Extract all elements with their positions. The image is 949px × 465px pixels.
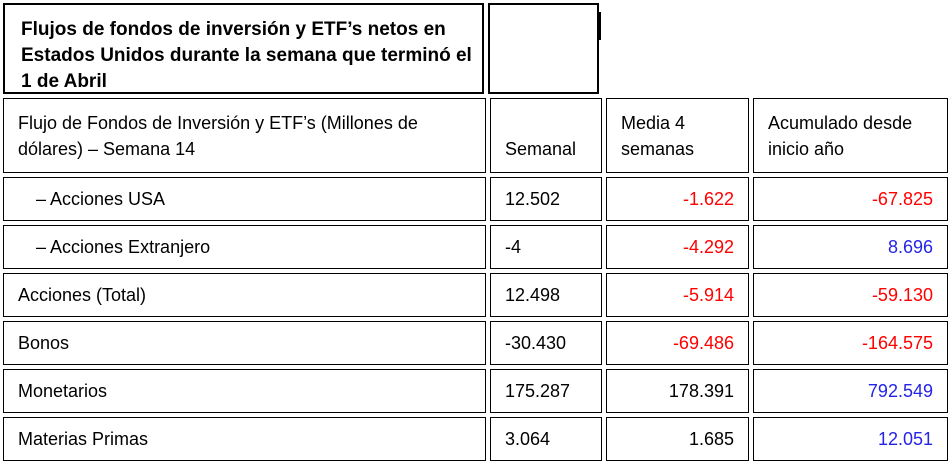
header-4week-avg: Media 4 semanas <box>606 98 749 173</box>
row-label: Materias Primas <box>3 417 486 461</box>
fund-flows-table: Flujo de Fondos de Inversión y ETF’s (Mi… <box>0 94 949 465</box>
row-label: – Acciones USA <box>3 177 486 221</box>
avg-value: -5.914 <box>606 273 749 317</box>
table-row: – Acciones USA 12.502 -1.622 -67.825 <box>3 177 948 221</box>
header-row: Flujo de Fondos de Inversión y ETF’s (Mi… <box>3 98 948 173</box>
table-title: Flujos de fondos de inversión y ETF’s ne… <box>21 19 472 92</box>
ytd-value: 12.051 <box>753 417 948 461</box>
header-ytd: Acumulado desde inicio año <box>753 98 948 173</box>
ytd-value: -59.130 <box>753 273 948 317</box>
table-row: Monetarios 175.287 178.391 792.549 <box>3 369 948 413</box>
table-row: – Acciones Extranjero -4 -4.292 8.696 <box>3 225 948 269</box>
title-cell: Flujos de fondos de inversión y ETF’s ne… <box>3 3 484 94</box>
weekly-value: 12.502 <box>490 177 602 221</box>
row-label: Monetarios <box>3 369 486 413</box>
ytd-value: 792.549 <box>753 369 948 413</box>
header-flow: Flujo de Fondos de Inversión y ETF’s (Mi… <box>3 98 486 173</box>
avg-value: -1.622 <box>606 177 749 221</box>
table-row: Bonos -30.430 -69.486 -164.575 <box>3 321 948 365</box>
title-side-cell <box>488 3 599 94</box>
cursor-mark <box>599 12 601 40</box>
weekly-value: 12.498 <box>490 273 602 317</box>
avg-value: -69.486 <box>606 321 749 365</box>
table-row: Materias Primas 3.064 1.685 12.051 <box>3 417 948 461</box>
header-weekly: Semanal <box>490 98 602 173</box>
ytd-value: -164.575 <box>753 321 948 365</box>
ytd-value: 8.696 <box>753 225 948 269</box>
weekly-value: -4 <box>490 225 602 269</box>
ytd-value: -67.825 <box>753 177 948 221</box>
avg-value: 1.685 <box>606 417 749 461</box>
avg-value: 178.391 <box>606 369 749 413</box>
table-row: Acciones (Total) 12.498 -5.914 -59.130 <box>3 273 948 317</box>
weekly-value: 175.287 <box>490 369 602 413</box>
weekly-value: -30.430 <box>490 321 602 365</box>
row-label: Acciones (Total) <box>3 273 486 317</box>
weekly-value: 3.064 <box>490 417 602 461</box>
avg-value: -4.292 <box>606 225 749 269</box>
row-label: Bonos <box>3 321 486 365</box>
row-label: – Acciones Extranjero <box>3 225 486 269</box>
